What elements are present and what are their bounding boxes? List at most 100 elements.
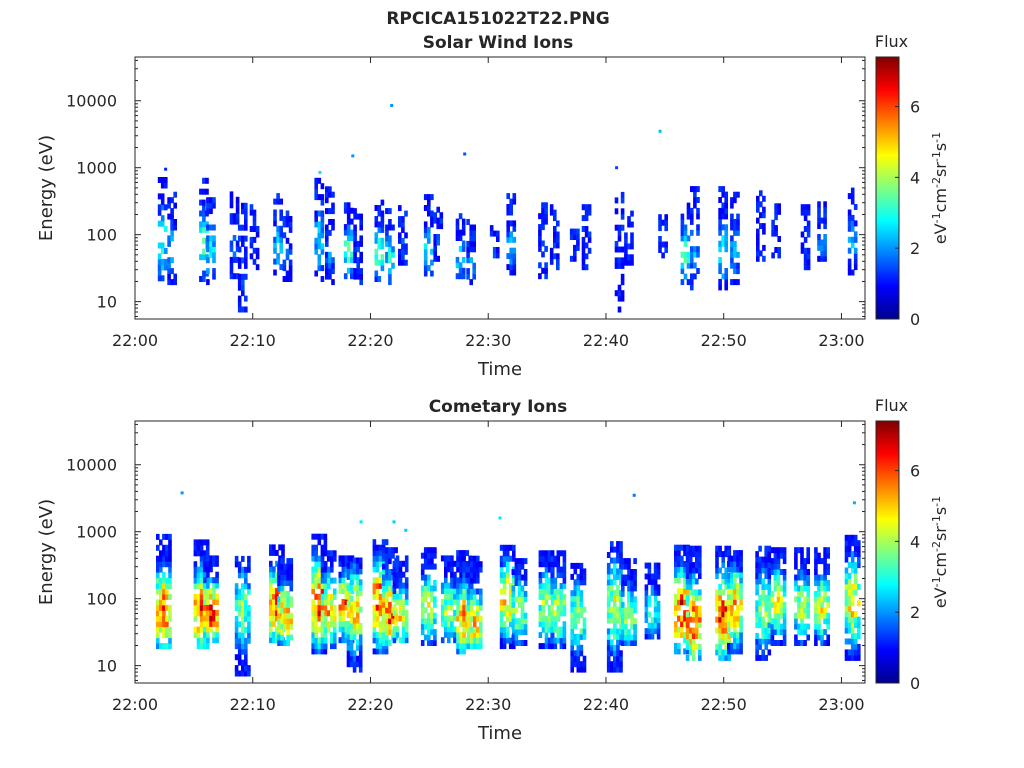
x-tick-label: 22:40 [583, 331, 629, 350]
spectrogram-cell [570, 601, 574, 608]
x-tick-label: 22:50 [701, 331, 747, 350]
spectrogram-cell [556, 555, 561, 562]
spectrogram-cell [579, 595, 584, 602]
spectrogram-cell [269, 560, 273, 567]
spectrogram-cell [168, 555, 172, 562]
spectrogram-cell [512, 555, 516, 562]
spectrogram-cell [514, 618, 519, 625]
spectrogram-cell [715, 545, 719, 552]
spectrogram-cell [241, 306, 245, 313]
spectrogram-cell [420, 596, 425, 603]
spectrogram-cell [350, 235, 354, 241]
spectrogram-cell [627, 601, 631, 608]
spectrogram-cell [806, 247, 811, 254]
spectrogram-cell [517, 585, 522, 592]
spectrogram-cell [459, 648, 463, 655]
spectrogram-cell [553, 583, 558, 589]
spectrogram-cell [724, 278, 728, 285]
spectrogram-cell [404, 566, 409, 573]
spectrogram-cell [237, 235, 242, 242]
spectrogram-cell [698, 643, 702, 650]
spectrogram-cell [275, 593, 279, 600]
spectrogram-cell [727, 573, 732, 579]
spectrogram-cell [374, 259, 379, 266]
spectrogram-cell [664, 241, 668, 248]
spectrogram-cell [616, 606, 620, 613]
spectrogram-cell [237, 610, 242, 617]
spectrogram-cell [215, 571, 219, 578]
spectrogram-cell [850, 622, 855, 629]
spectrogram-cell [229, 245, 234, 252]
spectrogram-cell [465, 582, 469, 589]
spectrogram-cell [847, 611, 852, 618]
spectrogram-cell [466, 593, 471, 600]
spectrogram-cell [450, 626, 454, 633]
spectrogram-cell [680, 268, 685, 275]
spectrogram-cell [466, 273, 470, 280]
spectrogram-cell [162, 583, 166, 589]
spectrogram-cell [633, 607, 637, 614]
spectrogram-cell [549, 258, 554, 265]
spectrogram-cell [582, 628, 587, 635]
spectrogram-cell [696, 213, 700, 220]
spectrogram-cell [610, 595, 614, 602]
spectrogram-cell [647, 568, 652, 574]
spectrogram-cell [346, 633, 351, 640]
spectrogram-cell [773, 580, 778, 586]
spectrogram-cell [326, 566, 331, 573]
spectrogram-cell [168, 577, 172, 584]
spectrogram-cell [650, 589, 655, 596]
spectrogram-cell [724, 235, 728, 242]
spectrogram-cell [579, 650, 584, 657]
spectrogram-cell [212, 599, 216, 605]
spectrogram-cell [165, 561, 169, 568]
spectrogram-cell [685, 594, 690, 601]
spectrogram-cell [806, 258, 811, 265]
spectrogram-cell [447, 631, 451, 638]
spectrogram-cell [378, 632, 383, 638]
spectrogram-cell [683, 582, 687, 589]
spectrogram-cell [727, 566, 731, 573]
spectrogram-cell [380, 265, 385, 272]
spectrogram-cell [193, 561, 198, 568]
spectrogram-cell [157, 264, 162, 271]
spectrogram-cell [690, 273, 694, 280]
spectrogram-cell [800, 623, 804, 630]
spectrogram-cell [627, 216, 631, 223]
spectrogram-cell [466, 637, 471, 644]
spectrogram-cell [314, 194, 318, 201]
spectrogram-cell [606, 606, 611, 613]
spectrogram-cell [444, 609, 448, 616]
spectrogram-cell [511, 590, 516, 597]
spectrogram-cell [695, 616, 699, 623]
spectrogram-cell [847, 551, 852, 558]
spectrogram-cell [269, 577, 273, 584]
spectrogram-cell [718, 284, 722, 291]
spectrogram-cell [506, 193, 510, 200]
spectrogram-cell [202, 226, 206, 233]
spectrogram-cell [853, 562, 858, 569]
spectrogram-cell [320, 248, 325, 255]
spectrogram-cell [159, 643, 163, 650]
spectrogram-cell [289, 612, 294, 619]
spectrogram-cell [502, 583, 507, 589]
spectrogram-cell [857, 556, 861, 563]
spectrogram-cell [375, 593, 380, 600]
spectrogram-cell [556, 593, 561, 600]
spectrogram-cell [394, 547, 398, 554]
spectrogram-cell [462, 648, 466, 655]
spectrogram-cell [401, 626, 406, 633]
spectrogram-cell [234, 605, 239, 611]
spectrogram-cell [847, 258, 852, 265]
spectrogram-cell [541, 643, 546, 650]
spectrogram-cell [330, 610, 334, 617]
spectrogram-cell [323, 561, 328, 568]
spectrogram-cell [168, 593, 172, 600]
spectrogram-cell [736, 615, 740, 622]
spectrogram-cell [570, 661, 574, 668]
y-tick-label: 1000 [76, 159, 117, 178]
spectrogram-cell [520, 612, 525, 619]
spectrogram-cell [440, 599, 445, 605]
spectrogram-cell [466, 599, 471, 606]
spectrogram-cell [733, 240, 737, 247]
